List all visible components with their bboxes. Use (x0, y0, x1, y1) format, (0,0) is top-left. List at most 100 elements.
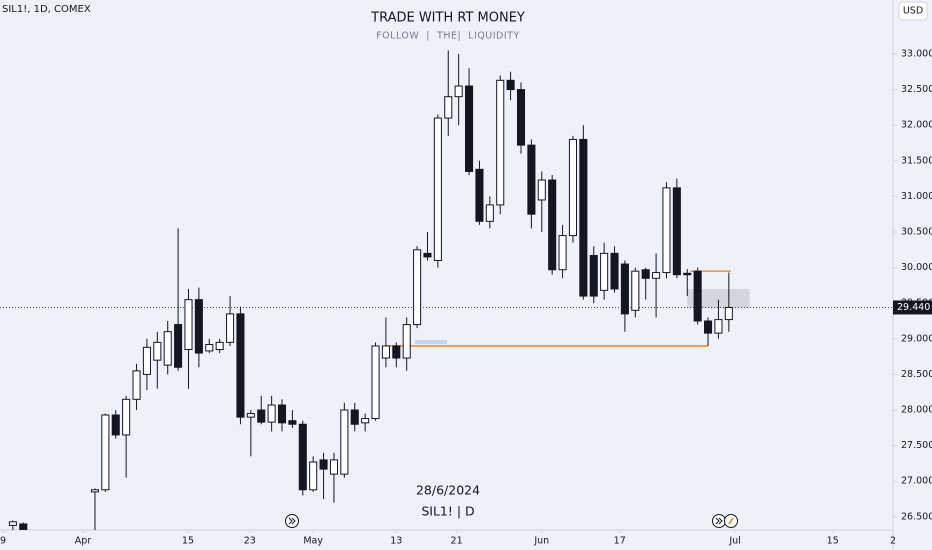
candle-body (704, 320, 713, 334)
candle-body (350, 409, 359, 425)
x-tick-label: 9 (0, 536, 6, 547)
chart-title: TRADE WITH RT MONEY (370, 11, 525, 26)
candle-body (319, 459, 328, 470)
y-tick-label: 27.500 (901, 440, 932, 451)
candle-body (485, 204, 494, 222)
candle-body (672, 187, 681, 276)
candle-body (496, 79, 505, 206)
candle-body (631, 270, 640, 311)
candle-body (568, 138, 577, 237)
candle-body (620, 263, 629, 315)
x-tick-label: 13 (390, 536, 402, 547)
candle-body (267, 404, 276, 423)
x-tick-label: 21 (451, 536, 463, 547)
candle-body (371, 345, 380, 420)
zone (687, 288, 750, 309)
candle-body (361, 418, 370, 424)
x-tick-label: 15 (827, 536, 839, 547)
candle-body (506, 79, 515, 91)
y-tick-label: 31.500 (901, 155, 932, 166)
candle-body (652, 272, 661, 279)
candle-body (111, 414, 120, 436)
candle-body (465, 85, 474, 172)
chart-subtitle: FOLLOW | THE| LIQUIDITY (376, 31, 520, 42)
candle-body (288, 420, 297, 425)
candle-body (454, 85, 463, 98)
candle-body (662, 187, 671, 274)
candle-body (153, 341, 162, 361)
candle-body (714, 319, 723, 334)
candle-body (246, 413, 255, 418)
candle-body (558, 235, 567, 271)
y-tick-label: 32.000 (901, 120, 932, 131)
candle-body (298, 423, 307, 491)
candle-body (423, 252, 432, 258)
event-icon[interactable] (712, 514, 738, 528)
y-tick-label: 30.500 (901, 226, 932, 237)
candle-body (174, 324, 183, 368)
candle-body (444, 96, 453, 119)
candle-body (724, 306, 733, 321)
candle-body (516, 89, 526, 146)
candle-body (142, 346, 151, 375)
y-tick-label: 29.000 (901, 333, 932, 344)
x-tick-label: Apr (75, 536, 92, 547)
candle-body (257, 409, 266, 423)
candle-body (309, 461, 318, 491)
candle-body (548, 179, 557, 271)
candle-body (8, 521, 17, 526)
candle-body (194, 299, 203, 354)
candle-body (683, 272, 692, 276)
candle-body (340, 409, 349, 475)
event-icon[interactable] (285, 514, 299, 528)
candle-body (641, 269, 650, 279)
candle-body (475, 168, 484, 222)
candle-body (610, 252, 619, 290)
x-tick-label: Jun (533, 536, 549, 547)
y-tick-label: 26.500 (901, 511, 932, 522)
annotation: 28/6/2024 (416, 483, 480, 498)
highlight-marker (415, 340, 447, 344)
x-tick-label: 15 (182, 536, 194, 547)
candle-body (184, 299, 193, 350)
x-tick-label: 23 (244, 536, 256, 547)
candle-body (589, 254, 598, 297)
symbol-label: SIL1!, 1D, COMEX (2, 4, 91, 15)
x-tick-label: Jul (728, 536, 740, 547)
currency-box[interactable] (898, 1, 928, 21)
plot-area (0, 50, 893, 530)
y-tick-label: 28.500 (901, 369, 932, 380)
y-tick-label: 33.000 (901, 48, 932, 59)
candle-body (90, 489, 100, 493)
y-tick-label: 28.000 (901, 405, 932, 416)
candle-body (433, 117, 442, 261)
candle-body (226, 313, 235, 343)
y-tick-label: 27.000 (901, 476, 932, 487)
annotation: SIL1! | D (421, 504, 474, 519)
candle-body (693, 270, 702, 322)
candle-body (215, 341, 224, 350)
candle-body (381, 345, 390, 359)
last-price-label: 29.440 (897, 302, 930, 313)
candle-body (537, 179, 546, 201)
candle-body (527, 144, 536, 215)
candle-body (122, 398, 131, 436)
currency-label[interactable]: USD (903, 6, 923, 17)
x-tick-label: 2 (890, 536, 896, 547)
candle-body (392, 345, 401, 359)
candle-body (101, 414, 110, 491)
candle-body (277, 404, 287, 424)
y-tick-label: 32.500 (901, 84, 932, 95)
candle-body (402, 324, 411, 359)
candle-body (19, 523, 28, 530)
candle-body (600, 252, 609, 291)
candle-body (236, 313, 245, 418)
y-tick-label: 30.000 (901, 262, 932, 273)
candle-body (579, 138, 588, 297)
candle-body (413, 249, 422, 326)
candle-body (329, 459, 338, 475)
last-price-box (893, 300, 932, 315)
x-tick-label: May (303, 536, 323, 547)
